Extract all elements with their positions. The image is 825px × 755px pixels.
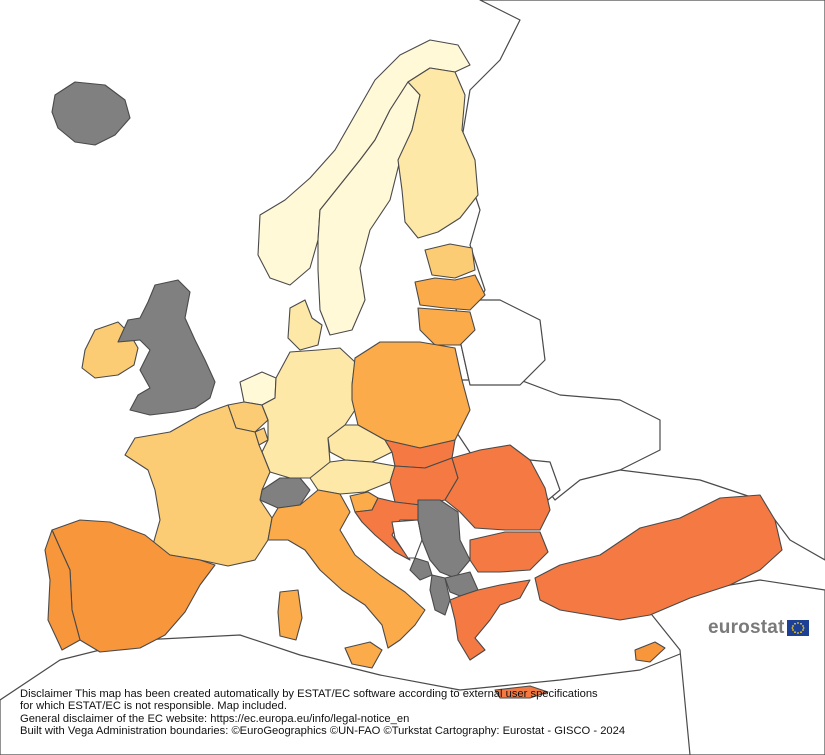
country-romania <box>444 444 551 531</box>
country-sicily <box>344 641 383 669</box>
country-italy <box>267 489 426 649</box>
country-sardinia <box>277 589 303 641</box>
country-lithuania <box>417 307 476 346</box>
disclaimer-line-3: General disclaimer of the EC website: ht… <box>20 712 410 725</box>
country-montenegro <box>409 557 433 581</box>
disclaimer-text: Disclaimer This map has been created aut… <box>20 688 820 738</box>
country-portugal <box>44 529 81 651</box>
country-iceland <box>51 81 131 146</box>
country-croatia <box>354 497 421 561</box>
countries <box>44 39 783 699</box>
eurostat-logo: eurostat <box>708 617 809 638</box>
country-switzerland <box>259 477 311 509</box>
logo-text: eurostat <box>708 617 785 638</box>
country-latvia <box>414 274 486 311</box>
country-greece <box>449 579 531 661</box>
country-turkey <box>534 494 783 621</box>
disclaimer-line-1: Disclaimer This map has been created aut… <box>20 688 598 700</box>
disclaimer-line-4: Built with Vega Administration boundarie… <box>20 725 626 738</box>
eu-flag-icon <box>786 620 809 636</box>
belarus-region <box>454 299 546 386</box>
country-sweden <box>317 81 421 336</box>
country-bulgaria <box>469 531 549 573</box>
country-cyprus <box>634 641 666 663</box>
country-estonia <box>424 243 476 279</box>
country-denmark <box>287 299 323 351</box>
country-finland <box>397 67 479 239</box>
country-crete <box>494 685 549 699</box>
disclaimer-line-2: for which ESTAT/EC is not responsible. M… <box>20 700 287 713</box>
country-united-kingdom <box>117 279 216 416</box>
